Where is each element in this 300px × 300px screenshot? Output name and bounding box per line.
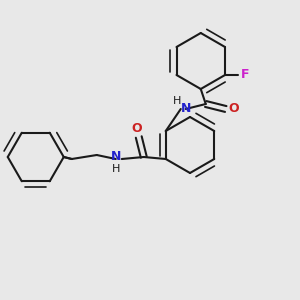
Text: H: H [172, 96, 181, 106]
Text: H: H [112, 164, 120, 174]
Text: N: N [181, 103, 191, 116]
Text: O: O [228, 103, 239, 116]
Text: F: F [241, 68, 249, 82]
Text: O: O [131, 122, 142, 136]
Text: N: N [111, 151, 121, 164]
